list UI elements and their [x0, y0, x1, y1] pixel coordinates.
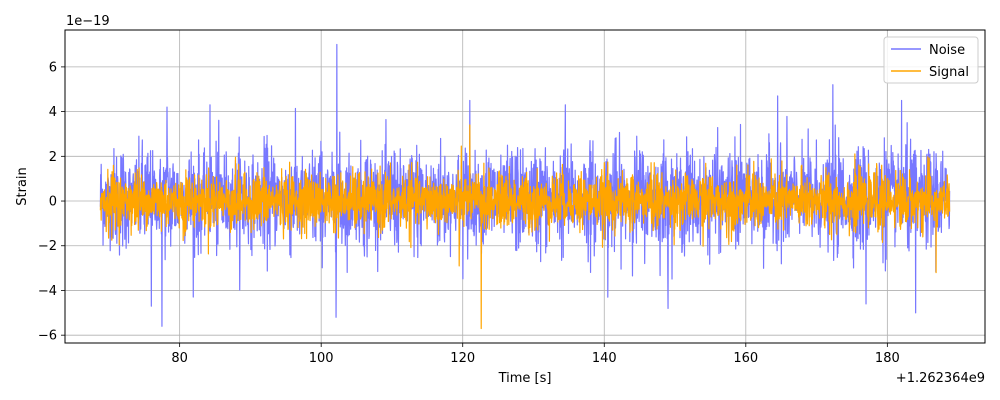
y-scale-label: 1e−19 [66, 14, 110, 29]
y-tick-label: 4 [49, 105, 57, 120]
y-axis-label: Strain [15, 167, 30, 206]
x-tick-label: 140 [592, 351, 617, 366]
x-tick-label: 100 [309, 351, 334, 366]
x-offset-label: +1.262364e9 [896, 371, 985, 386]
plot-frame [64, 29, 986, 344]
y-tick-label: 0 [49, 195, 57, 210]
y-tick-label: −6 [38, 329, 57, 344]
x-tick-label: 80 [171, 351, 188, 366]
x-axis-label: Time [s] [498, 371, 552, 386]
series-line-signal [99, 124, 951, 330]
series-layer [99, 43, 951, 330]
x-tick-label: 160 [733, 351, 758, 366]
legend-noise-label: Noise [929, 43, 965, 58]
y-tick-label: −2 [38, 239, 57, 254]
series-line-noise [99, 43, 951, 327]
x-tick-label: 180 [875, 351, 900, 366]
x-tick-label: 120 [450, 351, 475, 366]
y-tick-label: 2 [49, 150, 57, 165]
y-tick-label: −4 [38, 284, 57, 299]
y-tick-label: 6 [49, 60, 57, 75]
axis-ticks: 80 100 120 140 160 180 −6 −4 −2 0 2 4 6 [38, 60, 900, 366]
legend: Noise Signal [883, 36, 979, 84]
legend-signal-label: Signal [929, 65, 969, 80]
